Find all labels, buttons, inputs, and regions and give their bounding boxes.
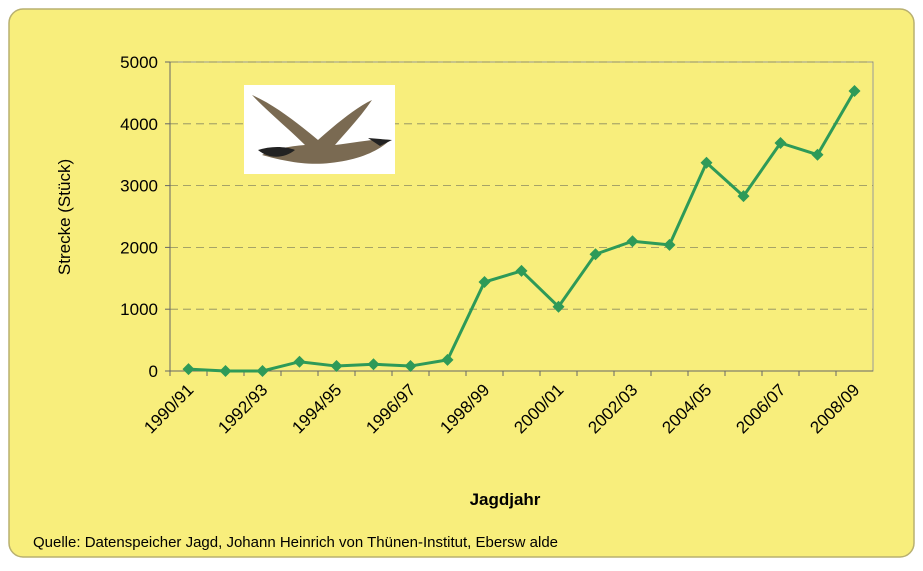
y-tick-label: 2000 (120, 238, 158, 257)
goose-picture (244, 85, 395, 174)
y-tick-label: 5000 (120, 53, 158, 72)
marker (330, 360, 343, 373)
marker (182, 363, 195, 376)
background (8, 8, 915, 558)
marker (367, 358, 380, 371)
marker (589, 248, 602, 261)
marker (552, 300, 565, 313)
marker (663, 238, 676, 251)
marker (737, 190, 750, 203)
marker (404, 360, 417, 373)
marker (700, 156, 713, 169)
marker (441, 353, 454, 366)
marker (774, 136, 787, 149)
marker (811, 148, 824, 161)
y-axis-title: Strecke (Stück) (55, 159, 74, 275)
y-tick-label: 3000 (120, 177, 158, 196)
y-tick-label: 1000 (120, 300, 158, 319)
marker (256, 365, 269, 377)
marker (478, 276, 491, 289)
source-note: Quelle: Datenspeicher Jagd, Johann Heinr… (33, 534, 558, 551)
marker (219, 365, 232, 377)
y-tick-label: 4000 (120, 115, 158, 134)
marker (515, 264, 528, 277)
x-axis-title: Jagdjahr (470, 490, 541, 509)
y-tick-label: 0 (149, 362, 158, 381)
marker (848, 85, 861, 98)
marker (293, 355, 306, 368)
marker (626, 235, 639, 248)
